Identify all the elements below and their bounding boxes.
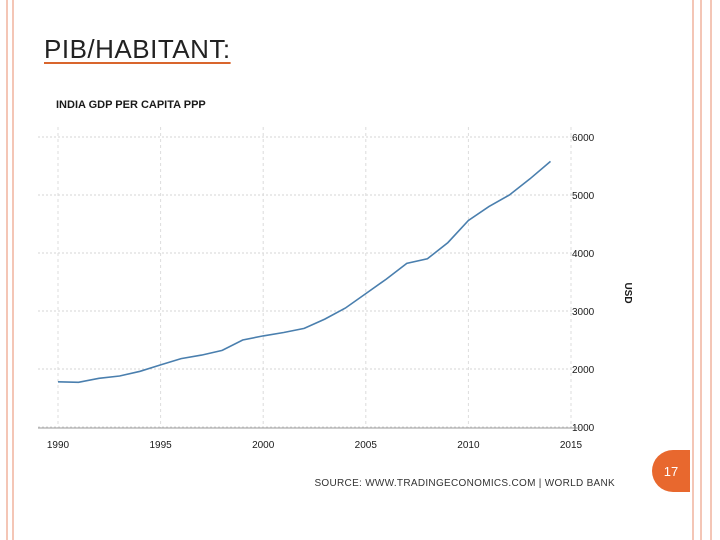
x-tick-label: 2010: [457, 440, 480, 451]
y-tick-label: 4000: [572, 249, 595, 260]
y-tick-label: 2000: [572, 365, 595, 376]
series-line-india-gdp: [57, 160, 552, 384]
x-tick-label: 2015: [560, 440, 583, 451]
x-tick-label: 2000: [252, 440, 275, 451]
y-tick-label: 1000: [572, 423, 595, 434]
x-tick-label: 2005: [355, 440, 378, 451]
y-axis-label: USD: [622, 282, 633, 303]
x-tick-label: 1990: [47, 440, 70, 451]
chart-grid: [38, 127, 580, 428]
x-axis-ticks: 1990 1995 2000 2005 2010 2015: [47, 440, 583, 451]
y-tick-label: 3000: [572, 307, 595, 318]
y-axis-ticks: 1000 2000 3000 4000 5000 6000: [572, 133, 595, 434]
slide-frame-left: [0, 0, 14, 540]
x-tick-label: 1995: [149, 440, 172, 451]
y-tick-label: 6000: [572, 133, 595, 144]
slide-frame-right: [688, 0, 720, 540]
chart-title: INDIA GDP PER CAPITA PPP: [56, 99, 206, 111]
page-number-badge: 17: [652, 450, 690, 492]
y-tick-label: 5000: [572, 191, 595, 202]
chart-source: SOURCE: WWW.TRADINGECONOMICS.COM | WORLD…: [314, 478, 615, 489]
slide-title: PIB/HABITANT:: [44, 34, 231, 64]
